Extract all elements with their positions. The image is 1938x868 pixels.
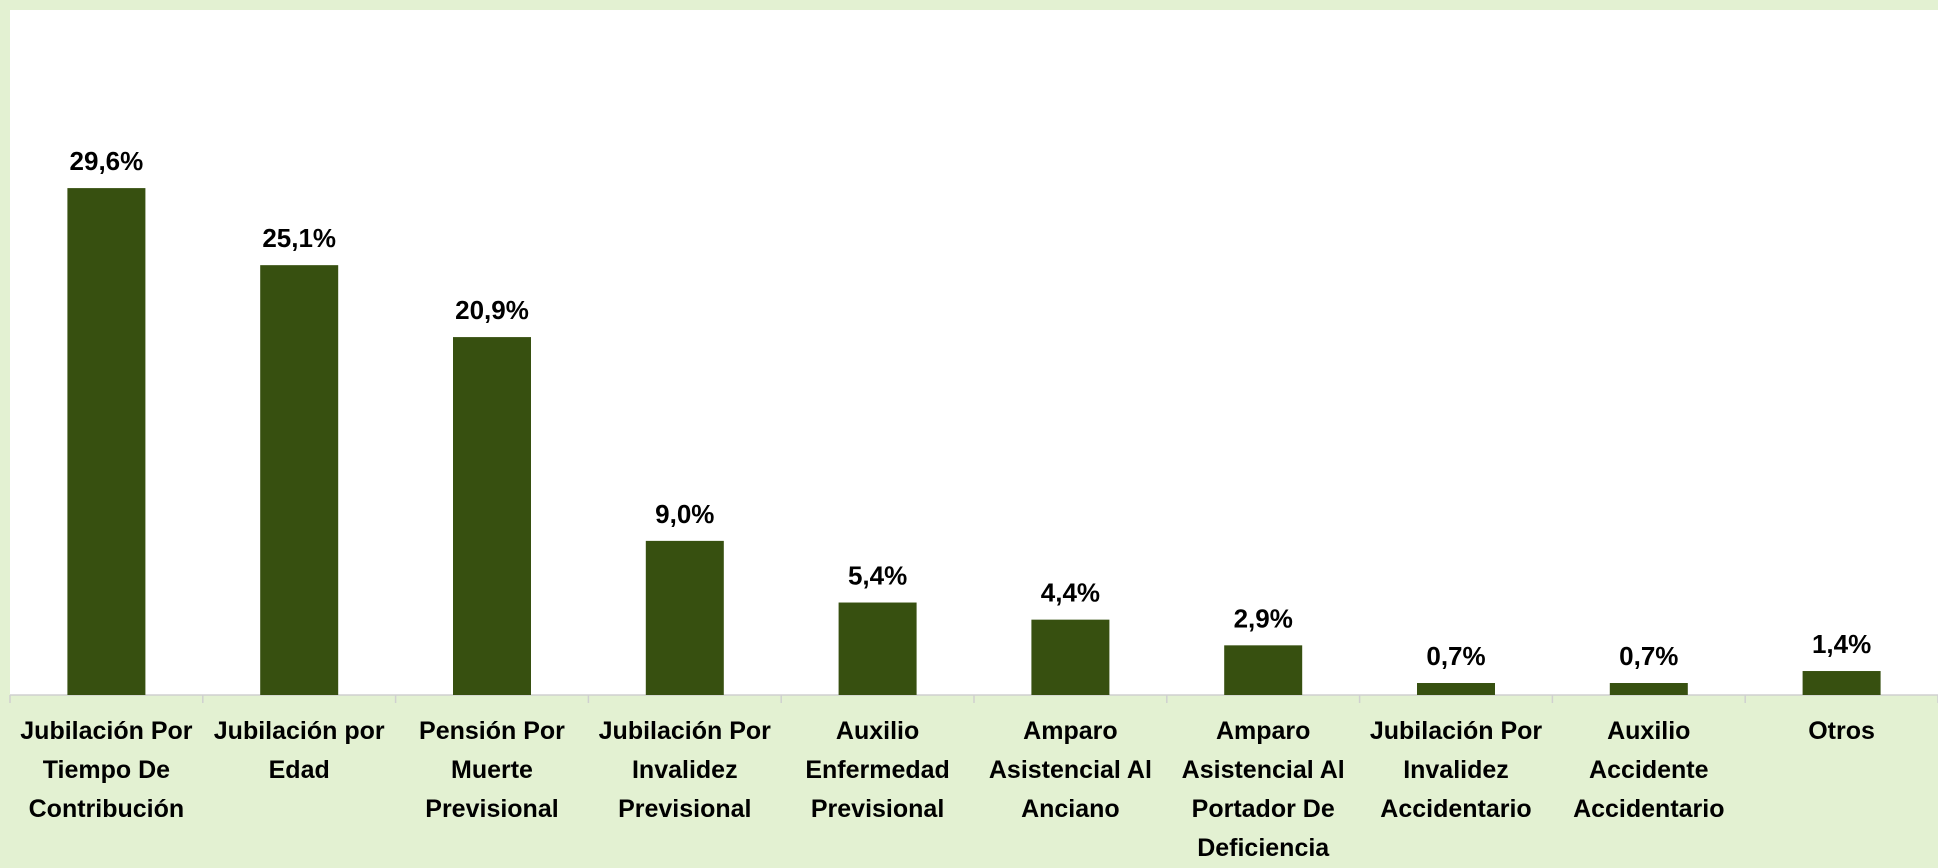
data-label: 4,4%	[1041, 578, 1100, 608]
x-tick-label: Jubilación por Edad	[213, 717, 385, 784]
bar	[260, 265, 339, 695]
bar	[645, 540, 724, 695]
bar	[67, 188, 146, 695]
data-label: 29,6%	[70, 146, 144, 176]
bar	[1031, 619, 1110, 695]
bar	[1224, 645, 1303, 695]
x-tick-label: Jubilación Por Tiempo De Contribución	[20, 717, 193, 823]
data-label: 0,7%	[1426, 641, 1485, 671]
bar	[1417, 683, 1495, 695]
x-tick-label: Amparo Asistencial Al Portador De Defici…	[1181, 717, 1345, 862]
bar	[1609, 683, 1688, 695]
x-tick-label: Jubilación Por Invalidez Previsional	[598, 717, 771, 823]
x-tick-label: Pensión Por Muerte Previsional	[419, 717, 565, 823]
bar	[1802, 671, 1881, 695]
bar	[453, 337, 531, 695]
data-label: 0,7%	[1619, 641, 1678, 671]
x-tick-label: Auxilio Enfermedad Previsional	[805, 717, 950, 823]
data-label: 25,1%	[262, 223, 336, 253]
x-tick-label: Auxilio Accidente Accidentario	[1573, 717, 1725, 823]
x-tick-label: Amparo Asistencial Al Anciano	[988, 717, 1152, 823]
data-label: 5,4%	[848, 561, 907, 591]
bar	[838, 602, 917, 695]
data-label: 9,0%	[655, 499, 714, 529]
x-tick-label: Jubilación Por Invalidez Accidentario	[1369, 717, 1543, 823]
data-label: 20,9%	[455, 295, 529, 325]
data-label: 2,9%	[1234, 603, 1293, 633]
x-tick-label: Otros	[1808, 717, 1875, 745]
data-label: 1,4%	[1812, 629, 1871, 659]
